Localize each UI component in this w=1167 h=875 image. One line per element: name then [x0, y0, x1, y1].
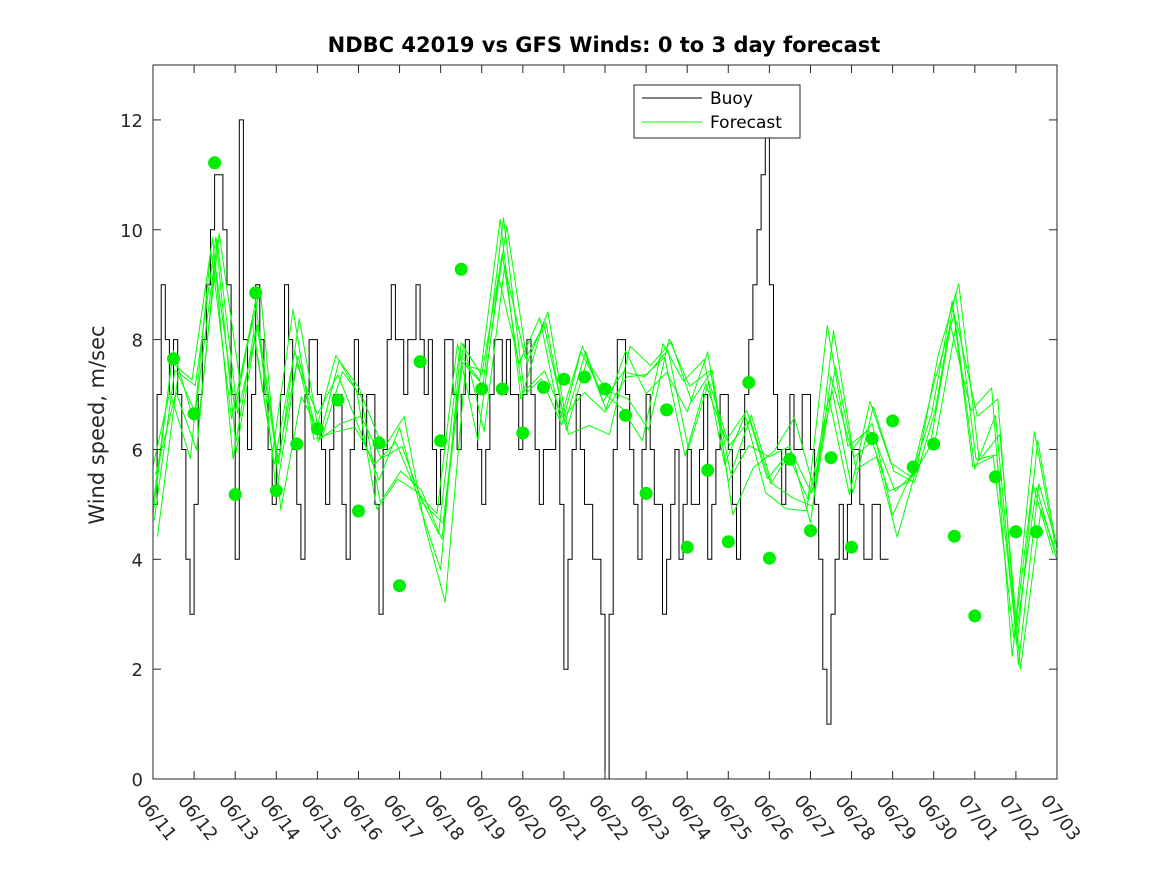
forecast-run-line — [153, 217, 1058, 645]
analysis-point — [331, 393, 345, 407]
analysis-point — [578, 370, 591, 384]
analysis-point — [639, 486, 653, 500]
y-axis-label: Wind speed, m/sec — [85, 325, 109, 524]
analysis-point — [947, 529, 961, 543]
analysis-point — [208, 156, 222, 170]
analysis-point — [167, 352, 180, 366]
analysis-point — [762, 551, 776, 565]
analysis-point — [927, 437, 941, 451]
y-tick-label: 10 — [120, 221, 143, 242]
analysis-point — [228, 488, 242, 501]
analysis-point — [495, 382, 509, 396]
analysis-point — [1030, 525, 1043, 539]
legend-forecast-label: Forecast — [710, 113, 782, 133]
analysis-point — [988, 470, 1002, 484]
analysis-point — [413, 355, 427, 369]
analysis-point — [393, 579, 406, 593]
analysis-point — [516, 426, 530, 440]
legend: Buoy Forecast — [633, 84, 801, 139]
analysis-point — [352, 504, 365, 518]
analysis-point — [372, 436, 386, 450]
analysis-point — [434, 434, 448, 448]
analysis-point — [536, 380, 550, 394]
analysis-point — [824, 451, 838, 465]
analysis-point — [701, 463, 715, 477]
analysis-point — [783, 452, 797, 466]
y-tick-label: 0 — [132, 770, 143, 791]
analysis-point — [619, 408, 632, 422]
y-axis: 0 2 4 6 8 10 12 — [120, 111, 1057, 791]
analysis-point — [721, 535, 735, 549]
forecast-run-line — [157, 225, 1058, 670]
legend-buoy-label: Buoy — [710, 89, 753, 109]
analysis-point — [804, 524, 817, 538]
analysis-point — [249, 286, 263, 300]
analysis-point — [680, 540, 694, 554]
y-tick-label: 4 — [132, 550, 143, 571]
analysis-point — [454, 262, 468, 276]
analysis-points — [167, 156, 1043, 623]
y-tick-label: 2 — [132, 660, 143, 681]
buoy-line — [152, 119, 889, 780]
analysis-point — [865, 432, 879, 445]
analysis-point — [557, 372, 571, 386]
analysis-point — [660, 403, 674, 417]
analysis-point — [845, 540, 858, 554]
analysis-point — [968, 609, 982, 623]
analysis-point — [310, 422, 324, 436]
chart-title: NDBC 42019 vs GFS Winds: 0 to 3 day fore… — [328, 33, 881, 57]
analysis-point — [187, 407, 201, 421]
buoy-series — [152, 119, 889, 780]
analysis-point — [475, 382, 489, 396]
analysis-point — [269, 484, 283, 498]
analysis-point — [886, 414, 900, 428]
y-tick-label: 8 — [132, 331, 143, 352]
y-tick-label: 12 — [120, 111, 143, 132]
analysis-point — [742, 376, 756, 389]
y-tick-label: 6 — [132, 440, 143, 461]
analysis-point — [1009, 525, 1023, 539]
analysis-point — [906, 460, 920, 474]
analysis-point — [598, 382, 612, 396]
analysis-point — [290, 437, 304, 451]
legend-box — [633, 84, 801, 139]
